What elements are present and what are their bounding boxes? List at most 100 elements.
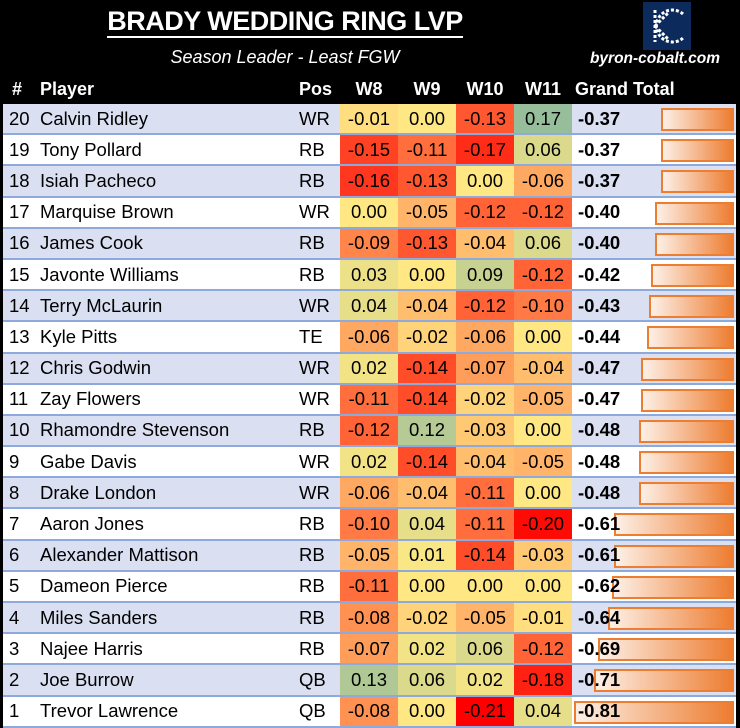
- position: RB: [299, 232, 325, 254]
- grand-total: -0.40: [578, 232, 621, 254]
- week-value-w11: -0.01: [514, 603, 572, 633]
- total-data-bar: [660, 170, 734, 194]
- week-value-w10: -0.12: [456, 291, 514, 321]
- leaderboard-table: 20 Calvin Ridley WR -0.01 0.00 -0.13 0.17 -0.37…: [3, 104, 736, 728]
- week-value-w10: -0.03: [456, 415, 514, 446]
- table-row: 15 Javonte Williams RB 0.03 0.00 0.09 -0.12 -0.…: [3, 259, 736, 292]
- player-name: Dameon Pierce: [40, 575, 168, 597]
- table-row: 7 Aaron Jones RB -0.10 0.04 -0.11 -0.20 -0.61: [3, 509, 736, 541]
- col-grand-total: Grand Total: [575, 78, 675, 99]
- week-value-w8: -0.09: [340, 228, 398, 258]
- player-name: Chris Godwin: [40, 357, 152, 379]
- grand-total: -0.40: [578, 201, 621, 223]
- player-name: Joe Burrow: [40, 668, 134, 690]
- grand-total: -0.44: [578, 325, 621, 347]
- week-value-w8: -0.08: [340, 696, 398, 726]
- player-name: Kyle Pitts: [40, 325, 118, 347]
- week-value-w11: -0.18: [514, 665, 572, 695]
- rank: 18: [9, 169, 30, 191]
- week-value-w11: 0.00: [514, 571, 572, 601]
- table-row: 12 Chris Godwin WR 0.02 -0.14 -0.07 -0.04 -0.47: [3, 353, 736, 385]
- week-value-w10: -0.12: [456, 197, 514, 227]
- player-name: Zay Flowers: [40, 388, 141, 410]
- week-value-w9: 0.02: [398, 634, 456, 664]
- week-value-w10: 0.00: [456, 571, 514, 601]
- rank: 15: [9, 263, 30, 285]
- col-w8: W8: [355, 78, 383, 99]
- grand-total: -0.71: [578, 668, 621, 690]
- week-value-w8: -0.01: [340, 104, 398, 134]
- week-value-w11: 0.00: [514, 415, 572, 446]
- player-name: Alexander Mattison: [40, 544, 199, 566]
- week-value-w11: 0.17: [514, 104, 572, 134]
- total-data-bar: [639, 451, 734, 475]
- rank: 9: [9, 450, 20, 472]
- position: WR: [299, 107, 330, 129]
- rank: 14: [9, 294, 30, 316]
- week-value-w10: -0.05: [456, 603, 514, 633]
- grand-total: -0.37: [578, 138, 621, 160]
- col-w11: W11: [524, 78, 562, 99]
- week-value-w11: -0.05: [514, 384, 572, 414]
- rank: 16: [9, 232, 30, 254]
- week-value-w10: -0.13: [456, 104, 514, 134]
- total-data-bar: [607, 607, 734, 630]
- table-row: 16 James Cook RB -0.09 -0.13 -0.04 0.06 -0.40: [3, 228, 736, 260]
- week-value-w10: -0.21: [456, 696, 514, 726]
- table-row: 18 Isiah Pacheco RB -0.16 -0.13 0.00 -0.06 -0.3…: [3, 166, 736, 198]
- week-value-w9: -0.14: [398, 384, 456, 414]
- week-value-w9: 0.01: [398, 540, 456, 570]
- week-value-w9: 0.00: [398, 259, 456, 290]
- col-pos: Pos: [299, 78, 333, 99]
- rank: 4: [9, 606, 20, 628]
- week-value-w9: 0.00: [398, 696, 456, 726]
- week-value-w8: -0.07: [340, 634, 398, 664]
- grand-total: -0.37: [578, 107, 621, 129]
- rank: 11: [9, 388, 29, 410]
- week-value-w8: -0.10: [340, 509, 398, 539]
- week-value-w9: -0.02: [398, 322, 456, 352]
- player-name: Trevor Lawrence: [40, 700, 179, 722]
- week-value-w10: 0.00: [456, 166, 514, 196]
- position: RB: [299, 544, 325, 566]
- player-name: Miles Sanders: [40, 606, 158, 628]
- grand-total: -0.42: [578, 263, 621, 285]
- total-data-bar: [660, 108, 734, 131]
- week-value-w10: -0.04: [456, 228, 514, 258]
- week-value-w11: 0.00: [514, 478, 572, 508]
- week-value-w11: -0.12: [514, 634, 572, 664]
- site-url: byron-cobalt.com: [589, 50, 721, 67]
- player-name: Drake London: [40, 481, 157, 503]
- table-row: 20 Calvin Ridley WR -0.01 0.00 -0.13 0.17 -0.37: [3, 104, 736, 136]
- week-value-w8: -0.05: [340, 540, 398, 570]
- week-value-w9: 0.00: [398, 104, 456, 134]
- week-value-w9: -0.14: [398, 447, 456, 477]
- position: TE: [299, 325, 323, 347]
- week-value-w11: -0.03: [514, 540, 572, 570]
- page-title: BRADY WEDDING RING LVP: [107, 6, 463, 38]
- week-value-w10: -0.07: [456, 353, 514, 383]
- col-w10: W10: [466, 78, 504, 99]
- week-value-w11: 0.00: [514, 322, 572, 352]
- position: QB: [299, 700, 326, 722]
- total-data-bar: [593, 669, 734, 693]
- week-value-w11: -0.06: [514, 166, 572, 196]
- position: WR: [299, 294, 330, 316]
- total-data-bar: [647, 326, 734, 350]
- position: WR: [299, 481, 330, 503]
- position: RB: [299, 138, 325, 160]
- total-data-bar: [597, 638, 734, 662]
- week-value-w10: 0.09: [456, 259, 514, 290]
- week-value-w10: -0.11: [456, 478, 514, 508]
- rank: 5: [9, 575, 20, 597]
- total-data-bar: [655, 201, 734, 225]
- week-value-w8: -0.08: [340, 603, 398, 633]
- week-value-w11: 0.06: [514, 135, 572, 165]
- week-value-w10: -0.11: [456, 509, 514, 539]
- grand-total: -0.81: [578, 700, 621, 722]
- week-value-w11: 0.06: [514, 228, 572, 258]
- grand-total: -0.48: [578, 481, 621, 503]
- week-value-w10: -0.02: [456, 384, 514, 414]
- player-name: Javonte Williams: [40, 263, 179, 285]
- table-row: 17 Marquise Brown WR 0.00 -0.05 -0.12 -0.12 -0.…: [3, 197, 736, 229]
